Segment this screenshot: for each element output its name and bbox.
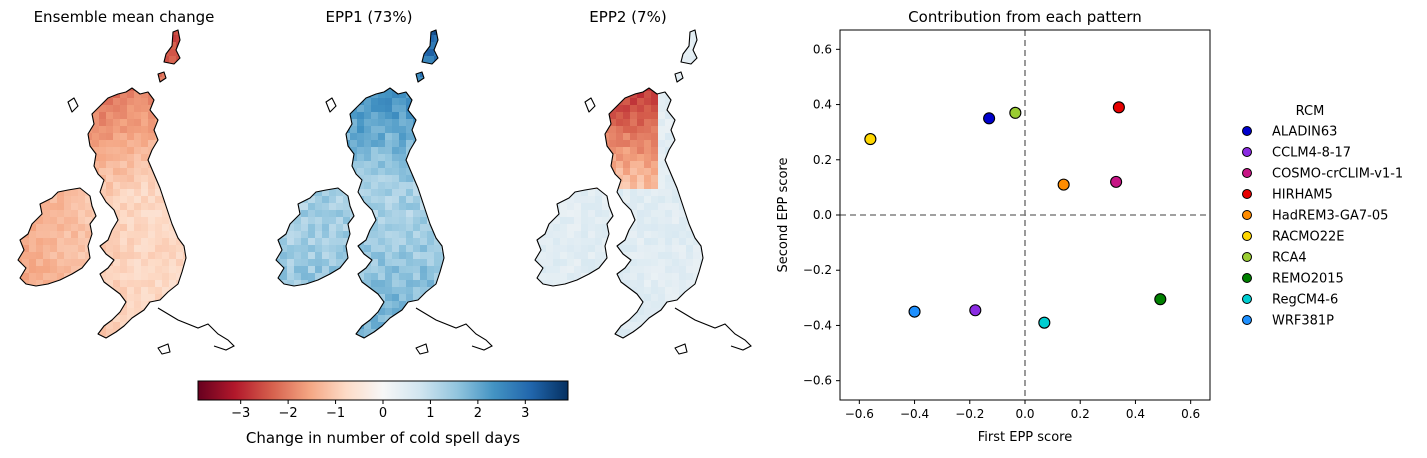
x-tick-label: −0.4	[900, 407, 929, 421]
legend-marker	[1243, 232, 1252, 241]
y-tick-label: −0.6	[803, 374, 832, 388]
legend-marker	[1243, 190, 1252, 199]
colorbar-tick-label: 3	[521, 406, 529, 421]
legend-marker	[1243, 148, 1252, 157]
legend-label: WRF381P	[1272, 314, 1334, 329]
point-racmo22e	[865, 134, 876, 145]
y-tick-label: −0.4	[803, 318, 832, 332]
point-aladin63	[984, 113, 995, 124]
map-epp2	[525, 28, 765, 368]
legend-marker	[1243, 169, 1252, 178]
map-title-epp1: EPP1 (73%)	[249, 8, 489, 26]
colorbar-tick-label: 0	[379, 406, 387, 421]
x-tick-label: 0.6	[1181, 407, 1200, 421]
scatter-chart: Contribution from each pattern −0.6 −0.4 −0…	[760, 0, 1427, 454]
map-epp1	[266, 28, 506, 368]
legend-marker	[1243, 316, 1252, 325]
y-tick-label: 0.2	[813, 153, 832, 167]
x-tick-label: 0.2	[1071, 407, 1090, 421]
x-tick-label: 0.4	[1126, 407, 1145, 421]
legend-marker	[1243, 295, 1252, 304]
map-title-epp2: EPP2 (7%)	[508, 8, 748, 26]
y-tick-label: 0.0	[813, 208, 832, 222]
legend-label: ALADIN63	[1272, 125, 1337, 140]
colorbar-gradient	[198, 381, 568, 400]
point-remo2015	[1155, 294, 1166, 305]
legend-label: REMO2015	[1272, 272, 1344, 287]
x-tick-label: −0.6	[845, 407, 874, 421]
y-axis-label: Second EPP score	[776, 158, 791, 273]
legend-label: RCA4	[1272, 251, 1307, 266]
colorbar-tick-label: 2	[474, 406, 482, 421]
legend-title: RCM	[1296, 104, 1325, 119]
point-cclm4-8-17	[970, 305, 981, 316]
point-cosmo-crclim-v1-1	[1111, 176, 1122, 187]
colorbar-tick-label: −2	[279, 406, 298, 421]
y-tick-label: −0.2	[803, 263, 832, 277]
map-ensemble-mean-change	[8, 28, 248, 368]
y-tick-label: 0.6	[813, 42, 832, 56]
legend-label: HIRHAM5	[1272, 188, 1333, 203]
colorbar-tick-label: 1	[426, 406, 434, 421]
legend-marker	[1243, 211, 1252, 220]
map-title-mean: Ensemble mean change	[4, 8, 244, 26]
x-tick-label: −0.2	[955, 407, 984, 421]
legend-marker	[1243, 274, 1252, 283]
point-wrf381p	[909, 306, 920, 317]
legend-label: CCLM4-8-17	[1272, 146, 1351, 161]
x-tick-label: 0.0	[1015, 407, 1034, 421]
colorbar-tick-label: −3	[231, 406, 250, 421]
legend-label: RACMO22E	[1272, 230, 1344, 245]
scatter-title: Contribution from each pattern	[908, 8, 1142, 26]
legend-label: HadREM3-GA7-05	[1272, 209, 1388, 224]
point-hadrem3-ga7-05	[1058, 179, 1069, 190]
colorbar-tick-label: −1	[326, 406, 345, 421]
legend-marker	[1243, 127, 1252, 136]
legend-label: RegCM4-6	[1272, 293, 1338, 308]
legend-label: COSMO-crCLIM-v1-1	[1272, 167, 1403, 182]
legend-marker	[1243, 253, 1252, 262]
point-rca4	[1010, 107, 1021, 118]
point-regcm4-6	[1039, 317, 1050, 328]
point-hirham5	[1113, 102, 1124, 113]
y-tick-label: 0.4	[813, 98, 832, 112]
x-axis-label: First EPP score	[978, 430, 1072, 445]
colorbar-label: Change in number of cold spell days	[246, 429, 520, 447]
